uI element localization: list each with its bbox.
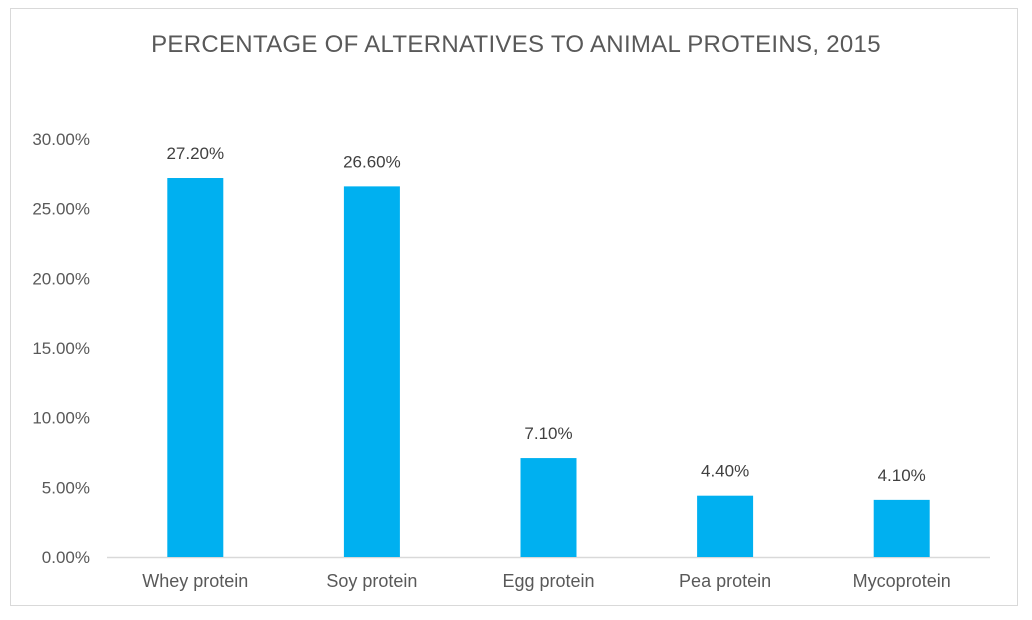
data-label: 4.40% — [701, 462, 749, 481]
x-tick-label: Mycoprotein — [853, 571, 951, 591]
x-tick-label: Whey protein — [142, 571, 248, 591]
bar — [343, 186, 400, 557]
data-label: 26.60% — [343, 152, 401, 171]
y-tick-label: 30.00% — [32, 130, 90, 149]
data-label: 7.10% — [524, 424, 572, 443]
y-tick-label: 5.00% — [42, 478, 90, 497]
bars — [167, 178, 930, 557]
data-labels: 27.20% 26.60% 7.10% 4.40% 4.10% — [166, 144, 925, 485]
chart-title: PERCENTAGE OF ALTERNATIVES TO ANIMAL PRO… — [151, 31, 881, 58]
data-label: 4.10% — [878, 466, 926, 485]
y-tick-label: 25.00% — [32, 200, 90, 219]
bar — [520, 458, 577, 557]
data-label: 27.20% — [166, 144, 224, 163]
bar — [167, 178, 224, 557]
y-tick-label: 20.00% — [32, 269, 90, 288]
bar — [697, 495, 754, 557]
x-tick-label: Pea protein — [679, 571, 771, 591]
x-tick-label: Soy protein — [326, 571, 417, 591]
y-axis: 0.00% 5.00% 10.00% 15.00% 20.00% 25.00% 30.00% — [32, 130, 90, 567]
x-axis: Whey protein Soy protein Egg protein Pea pr… — [107, 556, 990, 591]
y-tick-label: 0.00% — [42, 548, 90, 567]
x-tick-label: Egg protein — [502, 571, 594, 591]
bar — [873, 499, 930, 557]
y-tick-label: 10.00% — [32, 409, 90, 428]
y-tick-label: 15.00% — [32, 339, 90, 358]
